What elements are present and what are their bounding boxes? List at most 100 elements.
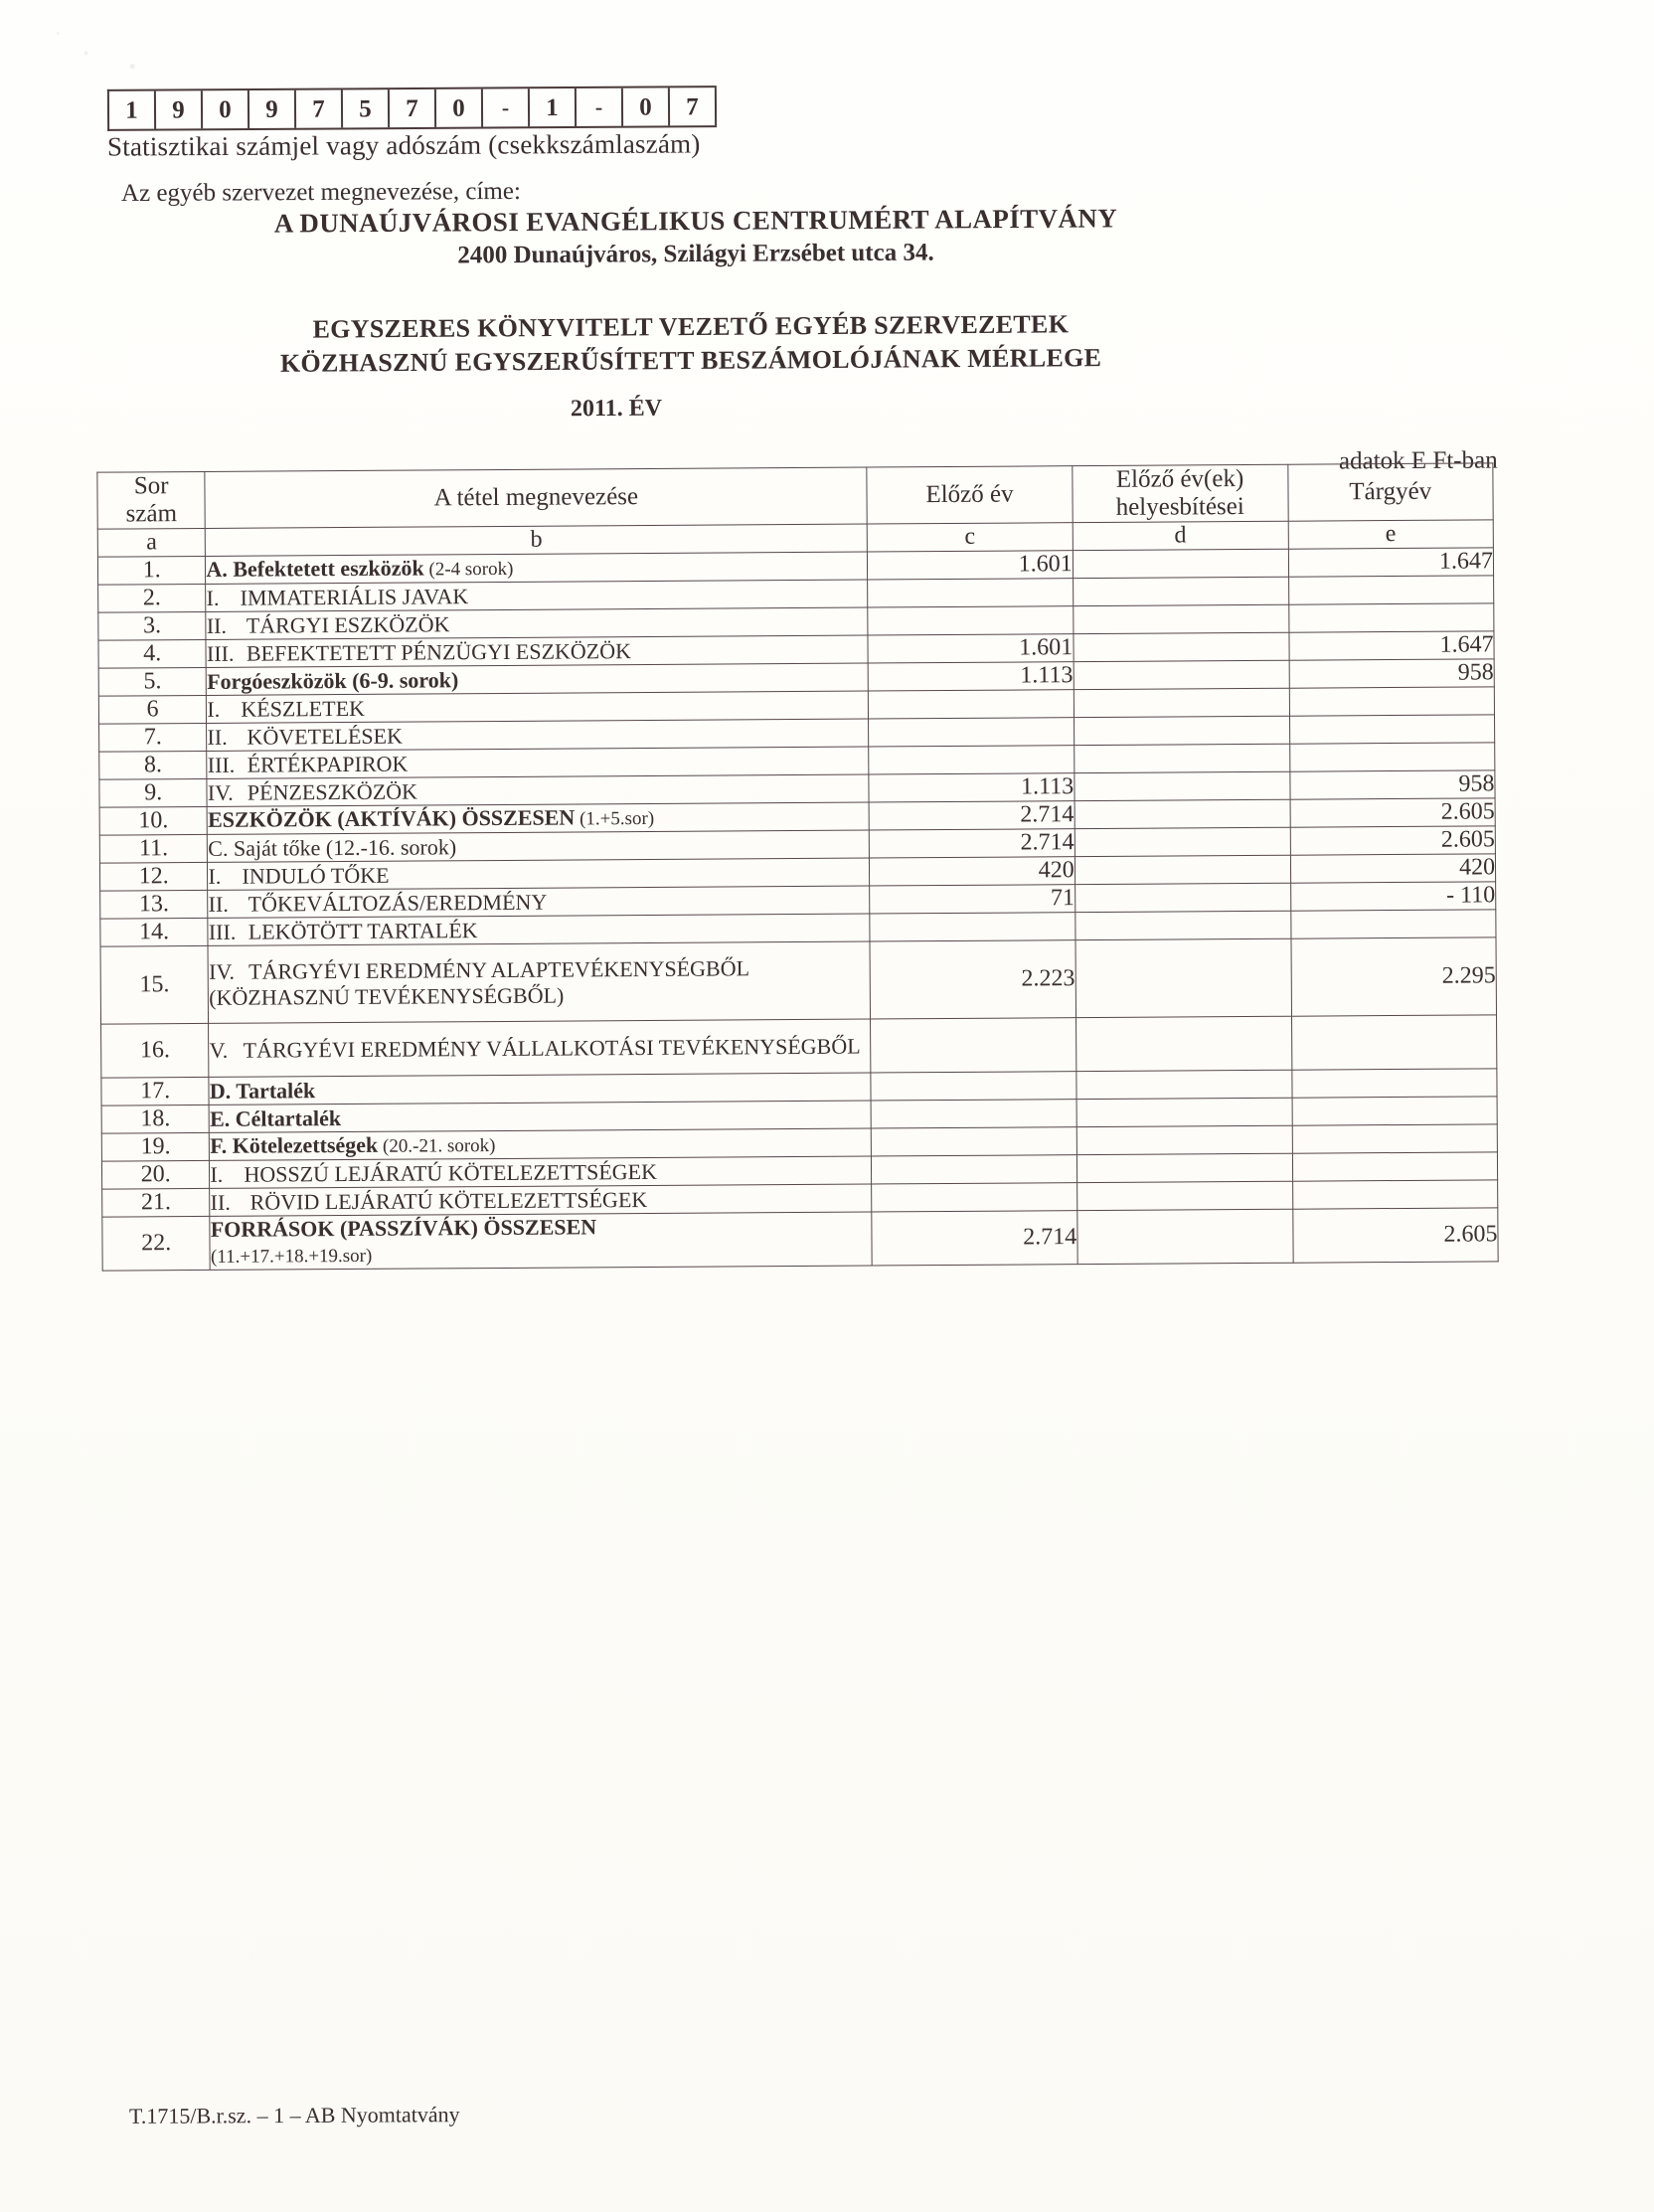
row-number-cell: 18. xyxy=(101,1105,210,1134)
cell-current-year: 2.605 xyxy=(1289,825,1496,856)
cell-previous-year: 1.113 xyxy=(868,661,1075,692)
cell-current-year: 420 xyxy=(1289,853,1496,884)
cell-current-year: 1.647 xyxy=(1287,547,1494,578)
cell-corrections xyxy=(1074,827,1290,857)
stat-digit-separator: - xyxy=(482,88,531,127)
row-roman-numeral: I. xyxy=(206,585,220,610)
cell-current-year xyxy=(1291,1096,1498,1126)
row-label-cell: II. RÖVID LEJÁRATÚ KÖTELEZETTSÉGEK xyxy=(210,1184,873,1217)
table-row: 15. IV. TÁRGYÉVI EREDMÉNY ALAPTEVÉKENYSÉGB… xyxy=(100,936,1497,1025)
cell-current-year xyxy=(1289,742,1495,772)
cell-previous-year xyxy=(871,1099,1076,1129)
row-label-main: TÁRGYÉVI EREDMÉNY VÁLLALKOTÁSI TEVÉKENYS… xyxy=(243,1033,861,1063)
document-year: 2011. ÉV xyxy=(570,395,663,423)
cell-current-year xyxy=(1290,909,1496,939)
row-label-text: F. Kötelezettségek (20.-21. sorok) xyxy=(210,1131,495,1158)
row-number-cell: 2. xyxy=(97,584,207,613)
stat-digit-cell: 9 xyxy=(155,90,204,129)
header-row-number: Sor szám xyxy=(96,471,206,530)
row-label-cell: ESZKÖZÖK (AKTÍVÁK) ÖSSZESEN (1.+5.sor) xyxy=(207,802,870,835)
cell-previous-year xyxy=(868,717,1075,748)
cell-previous-year: 2.714 xyxy=(869,828,1075,859)
row-label-note: (11.+17.+18.+19.sor) xyxy=(210,1246,373,1269)
row-label-cell: I. IMMATERIÁLIS JAVAK xyxy=(205,580,869,612)
cell-previous-year xyxy=(870,912,1075,942)
cell-corrections xyxy=(1076,1181,1293,1211)
header-previous-year-corrections: Előző év(ek) helyesbítései xyxy=(1072,464,1288,523)
cell-corrections xyxy=(1074,744,1290,773)
row-label-text: I. IMMATERIÁLIS JAVAK xyxy=(206,584,468,610)
stat-digit-cell: 0 xyxy=(435,88,484,127)
row-number-cell: 1. xyxy=(97,556,206,586)
row-number-cell: 20. xyxy=(101,1160,211,1190)
header-corrections-line2: helyesbítései xyxy=(1115,493,1244,521)
row-label-main: ESZKÖZÖK (AKTÍVÁK) ÖSSZESEN xyxy=(207,804,576,833)
row-label-cell: I. KÉSZLETEK xyxy=(206,691,869,724)
row-label-text: IV. TÁRGYÉVI EREDMÉNY ALAPTEVÉKENYSÉGBŐL … xyxy=(209,955,748,1010)
cell-previous-year xyxy=(870,1017,1076,1074)
cell-corrections xyxy=(1075,938,1292,1018)
row-label-cell: I. HOSSZÚ LEJÁRATÚ KÖTELEZETTSÉGEK xyxy=(209,1156,872,1189)
row-label-text: I. KÉSZLETEK xyxy=(207,695,365,721)
row-label-text: II. TŐKEVÁLTOZÁS/EREDMÉNY xyxy=(209,889,548,916)
cell-previous-year: 2.223 xyxy=(870,939,1076,1020)
row-roman-numeral: III. xyxy=(207,752,236,777)
row-label-note: (2-4 sorok) xyxy=(423,559,514,581)
row-label-main: TŐKEVÁLTOZÁS/EREDMÉNY xyxy=(248,889,548,917)
stat-digit-cell: 9 xyxy=(248,89,297,128)
row-number-cell: 5. xyxy=(98,667,207,697)
row-label-cell: IV. TÁRGYÉVI EREDMÉNY ALAPTEVÉKENYSÉGBŐL … xyxy=(208,941,871,1024)
row-label-cell: C. Saját tőke (12.-16. sorok) xyxy=(207,830,870,863)
cell-current-year xyxy=(1291,1123,1498,1154)
stat-digit-cell: 5 xyxy=(342,89,391,128)
stat-digit-cell: 7 xyxy=(295,89,344,128)
row-label-text: C. Saját tőke (12.-16. sorok) xyxy=(208,834,456,861)
row-number-cell: 13. xyxy=(99,890,209,920)
header-previous-year: Előző év xyxy=(867,465,1073,525)
balance-sheet-table: Sor szám A tétel megnevezése Előző év El… xyxy=(96,462,1499,1272)
cell-corrections xyxy=(1076,1153,1293,1183)
column-letter-d: d xyxy=(1072,521,1288,551)
row-number-cell: 17. xyxy=(100,1077,210,1106)
cell-previous-year: 1.113 xyxy=(869,772,1075,803)
row-label-text: III. BEFEKTETETT PÉNZÜGYI ESZKÖZÖK xyxy=(207,638,631,666)
cell-previous-year xyxy=(871,1071,1076,1102)
header-row-number-line1: Sor xyxy=(133,472,169,500)
row-label-cell: V. TÁRGYÉVI EREDMÉNY VÁLLALKOTÁSI TEVÉKEN… xyxy=(208,1019,872,1078)
row-number-cell: 16. xyxy=(100,1023,210,1079)
row-number-cell: 10. xyxy=(99,806,208,836)
header-item-description: A tétel megnevezése xyxy=(205,467,868,529)
row-number-cell: 15. xyxy=(100,945,209,1025)
row-number-cell: 11. xyxy=(99,834,208,864)
row-roman-numeral: II. xyxy=(207,724,228,750)
row-roman-numeral: I. xyxy=(207,696,221,722)
cell-previous-year xyxy=(868,605,1074,636)
cell-corrections xyxy=(1074,716,1290,746)
cell-corrections xyxy=(1075,1125,1292,1155)
column-letter-a: a xyxy=(97,528,206,558)
row-label-main: LEKÖTÖTT TARTALÉK xyxy=(248,917,478,944)
row-roman-numeral: V. xyxy=(209,1037,229,1063)
cell-current-year: 2.605 xyxy=(1292,1207,1499,1264)
row-label-cell: IV. PÉNZESZKÖZÖK xyxy=(207,774,870,807)
cell-current-year xyxy=(1288,575,1494,605)
cell-corrections xyxy=(1073,549,1289,579)
row-roman-numeral: IV. xyxy=(208,958,236,984)
cell-corrections xyxy=(1075,1016,1292,1072)
organization-address: 2400 Dunaújváros, Szilágyi Erzsébet utca… xyxy=(457,239,934,269)
cell-current-year xyxy=(1292,1179,1498,1210)
cell-corrections xyxy=(1073,604,1289,634)
row-label-main: BEFEKTETETT PÉNZÜGYI ESZKÖZÖK xyxy=(246,637,632,666)
cell-current-year: 2.605 xyxy=(1289,797,1496,828)
cell-previous-year: 1.601 xyxy=(867,550,1074,581)
cell-corrections xyxy=(1075,911,1291,940)
cell-current-year xyxy=(1288,686,1495,717)
row-label-main: KÖVETELÉSEK xyxy=(247,723,404,750)
header-current-year: Tárgyév xyxy=(1287,462,1494,522)
cell-previous-year: 1.601 xyxy=(868,633,1074,664)
cell-previous-year xyxy=(868,745,1075,775)
cell-current-year xyxy=(1289,714,1495,745)
balance-table-container: Sor szám A tétel megnevezése Előző év El… xyxy=(96,462,1499,1272)
